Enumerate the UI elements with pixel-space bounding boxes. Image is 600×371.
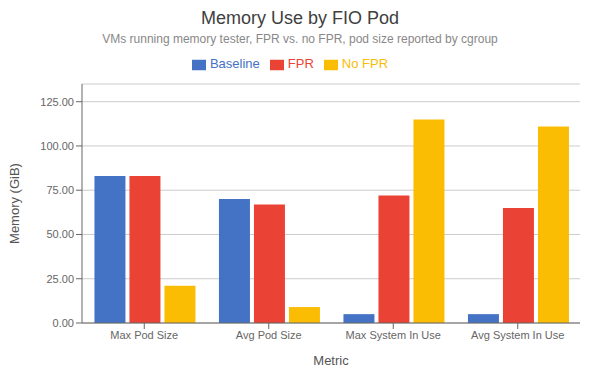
svg-text:Max Pod Size: Max Pod Size [110, 329, 178, 341]
html-text:No FPR: No FPR [341, 56, 388, 71]
svg-text:125.00: 125.00 [40, 96, 74, 108]
svg-text:Avg Pod Size: Avg Pod Size [236, 329, 302, 341]
svg-text:75.00: 75.00 [46, 184, 74, 196]
html-text:Memory Use by FIO Pod: Memory Use by FIO Pod [201, 8, 399, 28]
svg-text:Avg System In Use: Avg System In Use [471, 329, 564, 341]
svg-text:50.00: 50.00 [46, 228, 74, 240]
svg-text:Memory (GiB): Memory (GiB) [8, 163, 22, 244]
svg-text:0.00: 0.00 [53, 317, 74, 329]
svg-text:100.00: 100.00 [40, 140, 74, 152]
svg-text:Max System In Use: Max System In Use [346, 329, 441, 341]
svg-text:25.00: 25.00 [46, 273, 74, 285]
html-text:FPR: FPR [287, 56, 314, 71]
svg-text:Metric: Metric [313, 353, 349, 368]
html-text:VMs running memory tester, FPR: VMs running memory tester, FPR vs. no FP… [102, 32, 498, 46]
html-text:Baseline: Baseline [209, 56, 260, 71]
